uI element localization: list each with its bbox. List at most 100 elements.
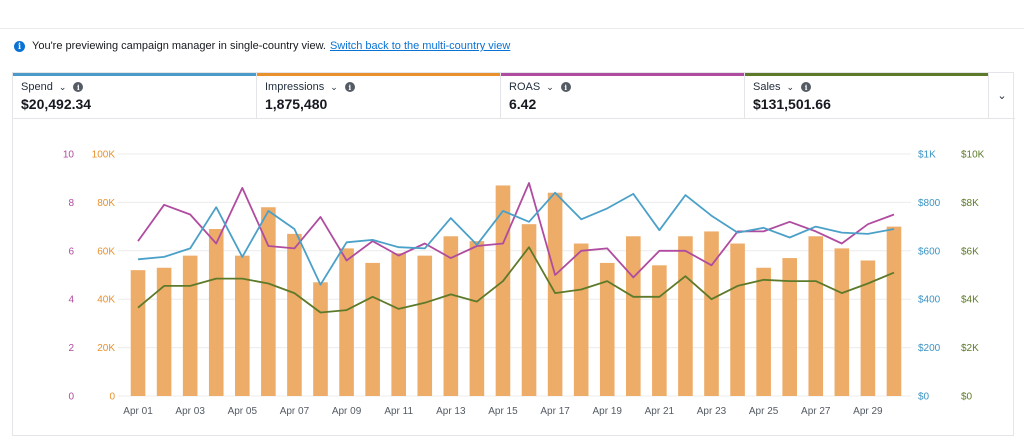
roas-axis-tick-label: 2	[68, 343, 74, 354]
x-axis-tick-label: Apr 25	[749, 406, 779, 417]
banner-text: You're previewing campaign manager in si…	[32, 40, 326, 52]
spend-axis-tick-label: $800	[918, 198, 941, 209]
metric-color-bar	[745, 73, 988, 76]
impressions-bar	[704, 231, 719, 396]
sales-axis-tick-label: $6K	[961, 246, 979, 257]
impressions-bar	[417, 255, 433, 396]
switch-view-link[interactable]: Switch back to the multi-country view	[329, 40, 511, 52]
metric-selector-row: Spend ⌄ i $20,492.34 Impressions ⌄ i 1,8…	[13, 73, 1015, 119]
metric-sales[interactable]: Sales ⌄ i $131,501.66	[745, 73, 989, 119]
impressions-bar	[756, 267, 771, 396]
impressions-axis-tick-label: 40K	[97, 295, 115, 306]
x-axis-tick-label: Apr 05	[228, 406, 258, 417]
spend-axis-tick-label: $1K	[918, 150, 936, 161]
chevron-down-icon: ⌄	[997, 90, 1007, 102]
x-axis-tick-label: Apr 01	[123, 406, 153, 417]
roas-axis-tick-label: 6	[68, 246, 74, 257]
x-axis-tick-label: Apr 15	[488, 406, 518, 417]
impressions-axis-tick-label: 80K	[97, 198, 115, 209]
impressions-bar	[626, 236, 641, 396]
metric-label: Spend	[21, 81, 53, 93]
metric-impressions[interactable]: Impressions ⌄ i 1,875,480	[257, 73, 501, 119]
spend-axis-tick-label: $0	[918, 392, 930, 403]
impressions-bar	[365, 262, 380, 396]
info-icon[interactable]: i	[801, 82, 812, 92]
chevron-down-icon[interactable]: ⌄	[546, 81, 554, 92]
x-axis-tick-label: Apr 11	[384, 406, 413, 417]
x-axis-tick-label: Apr 27	[801, 406, 831, 417]
metric-label: Impressions	[265, 81, 325, 93]
impressions-bar	[573, 243, 589, 396]
x-axis-tick-label: Apr 23	[697, 406, 727, 417]
x-axis-tick-label: Apr 07	[280, 406, 310, 417]
metric-value: 1,875,480	[265, 96, 328, 112]
metric-color-bar	[501, 73, 744, 76]
spend-line	[137, 191, 895, 286]
impressions-bar	[730, 243, 745, 396]
metric-spend[interactable]: Spend ⌄ i $20,492.34	[13, 73, 257, 119]
impressions-bar	[391, 253, 406, 396]
impressions-bar	[208, 229, 224, 396]
impressions-bar	[235, 255, 250, 396]
impressions-bar	[808, 236, 824, 396]
preview-banner: i You're previewing campaign manager in …	[14, 38, 510, 54]
info-icon: i	[14, 40, 25, 52]
impressions-bar	[782, 258, 797, 396]
roas-axis-tick-label: 4	[68, 295, 74, 306]
info-icon[interactable]: i	[73, 82, 84, 92]
impressions-axis-tick-label: 0	[109, 392, 115, 403]
impressions-bar	[652, 265, 667, 396]
chevron-down-icon[interactable]: ⌄	[786, 81, 795, 92]
impressions-bar	[860, 260, 876, 396]
spend-axis-tick-label: $400	[918, 295, 941, 306]
chevron-down-icon[interactable]: ⌄	[330, 81, 338, 92]
sales-axis-tick-label: $8K	[961, 198, 979, 209]
expand-metrics-button[interactable]: ⌄	[989, 73, 1015, 119]
impressions-bar	[469, 241, 485, 396]
metric-color-bar	[13, 73, 256, 76]
impressions-bar	[287, 233, 302, 396]
impressions-bar	[156, 267, 172, 396]
chevron-down-icon[interactable]: ⌄	[58, 81, 67, 92]
impressions-bar	[834, 248, 850, 396]
impressions-axis-tick-label: 20K	[97, 343, 115, 354]
roas-axis-tick-label: 10	[63, 150, 75, 161]
impressions-bar	[261, 207, 276, 396]
impressions-bar	[678, 236, 693, 396]
sales-axis-tick-label: $4K	[961, 295, 979, 306]
metric-value: 6.42	[509, 96, 537, 112]
x-axis-tick-label: Apr 03	[175, 406, 205, 417]
x-axis-tick-label: Apr 29	[853, 406, 883, 417]
impressions-bar	[443, 236, 459, 396]
metric-color-bar	[257, 73, 500, 76]
x-axis-tick-label: Apr 17	[540, 406, 570, 417]
impressions-bar	[339, 248, 354, 396]
impressions-bar	[313, 282, 328, 396]
impressions-bar	[547, 192, 563, 396]
impressions-axis-tick-label: 100K	[92, 150, 116, 161]
sales-axis-tick-label: $0	[961, 392, 973, 403]
spend-axis-tick-label: $600	[918, 246, 941, 257]
x-axis-tick-label: Apr 21	[645, 406, 675, 417]
metric-roas[interactable]: ROAS ⌄ i 6.42	[501, 73, 745, 119]
metric-label: Sales	[753, 81, 781, 93]
roas-axis-tick-label: 0	[68, 392, 74, 403]
sales-axis-tick-label: $2K	[961, 343, 979, 354]
top-divider	[0, 28, 1024, 29]
info-icon[interactable]: i	[344, 82, 355, 92]
x-axis-tick-label: Apr 13	[436, 406, 466, 417]
impressions-bar	[130, 270, 146, 396]
info-icon[interactable]: i	[560, 82, 571, 92]
metric-label: ROAS	[509, 81, 541, 93]
x-axis-tick-label: Apr 19	[592, 406, 622, 417]
impressions-bar	[599, 262, 615, 396]
impressions-bar	[886, 226, 902, 396]
impressions-axis-tick-label: 60K	[97, 246, 115, 257]
impressions-bar	[521, 224, 537, 396]
metric-value: $20,492.34	[21, 96, 92, 112]
x-axis-tick-label: Apr 09	[332, 406, 362, 417]
impressions-bar	[182, 255, 198, 396]
roas-axis-tick-label: 8	[68, 198, 74, 209]
spend-axis-tick-label: $200	[918, 343, 941, 354]
